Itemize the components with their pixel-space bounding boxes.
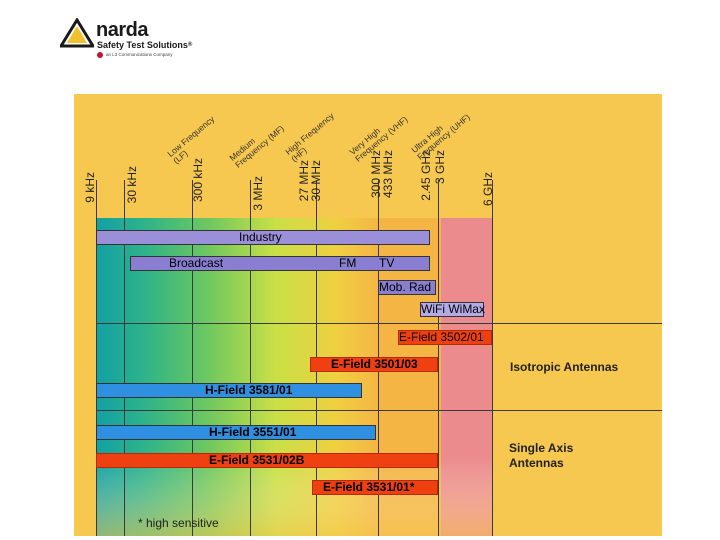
freq-label-30mhz: 30 MHz bbox=[309, 160, 323, 202]
industry-bar: Industry bbox=[96, 230, 430, 245]
freq-label-9khz: 9 kHz bbox=[83, 172, 97, 203]
narda-logo-icon bbox=[60, 18, 94, 48]
freq-label-433mhz: 433 MHz bbox=[381, 150, 395, 199]
efield-3531-02b-bar: E-Field 3531/02B bbox=[96, 453, 438, 468]
mob-rad-bar: Mob. Rad bbox=[378, 280, 436, 295]
header: narda Safety Test Solutions® an L3 Commu… bbox=[0, 0, 720, 80]
grid-line-300khz bbox=[192, 180, 193, 536]
grid-line-9khz bbox=[96, 180, 97, 536]
brand-tagline: Safety Test Solutions® bbox=[97, 40, 193, 50]
isotropic-antennas-label: Isotropic Antennas bbox=[510, 360, 619, 374]
footnote-high-sensitive: * high sensitive bbox=[138, 516, 219, 530]
freq-label-3ghz: 3 GHz bbox=[433, 150, 447, 185]
separator-hfield bbox=[96, 410, 662, 411]
efield-3502-bar: E-Field 3502/01 bbox=[398, 330, 492, 345]
grid-line-3mhz bbox=[250, 180, 251, 536]
efield-3501-bar: E-Field 3501/03 bbox=[310, 357, 438, 372]
wifi-bar: WiFi WiMax bbox=[420, 302, 485, 317]
grid-line-6ghz bbox=[492, 180, 493, 536]
hfield-3551-bar: H-Field 3551/01 bbox=[96, 425, 376, 440]
hfield-3581-bar: H-Field 3581/01 bbox=[96, 383, 362, 398]
brand-name: narda bbox=[96, 19, 148, 41]
freq-label-300khz: 300 kHz bbox=[191, 158, 205, 203]
grid-line-30khz bbox=[124, 180, 125, 536]
company-name: an L3 Communications Company bbox=[106, 52, 173, 57]
separator-isotropic bbox=[96, 323, 662, 324]
single-axis-antennas-label: Single Axis Antennas bbox=[509, 441, 574, 470]
l3-icon bbox=[97, 52, 103, 58]
broadcast-bar: Broadcast FM TV bbox=[130, 256, 430, 271]
grid-line-3ghz bbox=[438, 180, 439, 536]
freq-label-30khz: 30 kHz bbox=[125, 166, 139, 204]
freq-label-3mhz: 3 MHz bbox=[251, 176, 265, 211]
freq-label-6ghz: 6 GHz bbox=[481, 172, 495, 207]
efield-3531-01-bar: E-Field 3531/01* bbox=[312, 480, 438, 495]
